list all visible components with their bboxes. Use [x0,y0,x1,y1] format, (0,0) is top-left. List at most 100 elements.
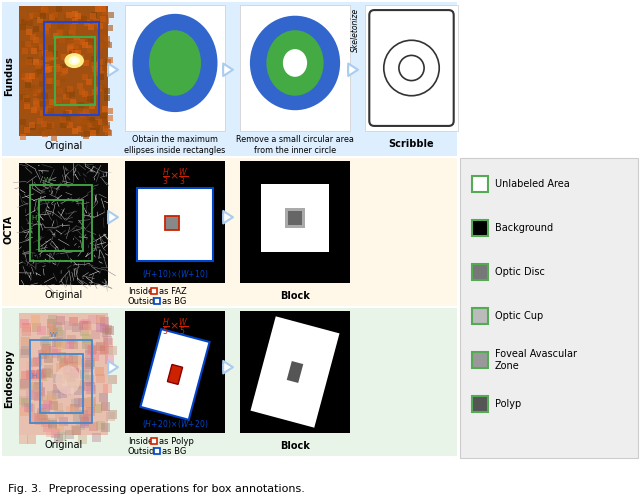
Bar [98,67,104,73]
Text: $(H\!+\!20)\!\times\!(W\!+\!20)$: $(H\!+\!20)\!\times\!(W\!+\!20)$ [141,418,208,430]
Bar [74,386,83,395]
Bar [29,372,38,381]
Bar [63,120,68,126]
Bar [53,14,59,20]
Bar [472,352,488,368]
Bar [86,399,95,408]
Bar [102,117,108,123]
Bar [67,37,73,43]
Bar [92,330,100,339]
Bar [19,163,108,285]
Bar [42,50,47,56]
Bar [74,398,83,407]
Bar [79,410,88,419]
Bar [101,402,110,411]
Bar [59,417,68,426]
Bar [20,119,26,125]
Bar [27,435,36,444]
Bar [77,84,83,90]
Bar [33,88,38,94]
Bar [60,123,66,128]
Bar [36,408,45,417]
Bar [68,363,77,372]
Bar [67,374,76,382]
Bar [240,161,350,283]
Bar [43,400,52,409]
Text: Polyp: Polyp [495,399,521,409]
Bar [125,161,225,283]
Bar [54,80,60,86]
Text: Foveal Avascular
Zone: Foveal Avascular Zone [495,349,577,371]
Bar [69,30,76,36]
Bar [107,108,113,114]
Bar [52,12,58,18]
Bar [38,372,47,381]
Bar [68,354,77,363]
Bar [71,399,80,408]
Bar [20,23,26,29]
Bar [36,370,45,379]
Bar [102,328,111,337]
Bar [20,94,26,100]
Bar [24,98,30,104]
Bar [47,83,52,89]
Bar [88,47,93,53]
Bar [103,325,112,334]
Text: Original: Original [44,290,83,300]
Bar [77,102,83,108]
Bar [65,405,75,414]
Bar [84,398,93,407]
Bar [31,72,37,78]
Bar [47,104,52,110]
Bar [365,5,458,131]
Bar [285,209,305,228]
Text: Optic Disc: Optic Disc [495,267,545,277]
Bar [76,379,85,389]
Bar [56,342,65,351]
Bar [42,418,51,427]
Bar [95,46,102,52]
Bar [65,88,70,94]
Bar [38,200,83,251]
Bar [80,380,89,389]
Bar [22,325,31,334]
Bar [63,386,72,395]
Bar [38,350,47,359]
Bar [103,126,109,132]
Bar [85,375,94,384]
Bar [240,5,350,131]
Text: Fig. 3.  Preprocessing operations for box annotations.: Fig. 3. Preprocessing operations for box… [8,484,305,494]
Bar [49,14,55,20]
Bar [39,37,45,43]
Bar [108,375,117,384]
Bar [20,61,26,67]
Bar [102,66,108,72]
Bar [95,6,101,12]
Bar [31,48,37,54]
Bar [36,388,45,397]
Bar [26,82,31,88]
Bar [165,216,179,230]
Bar [49,418,58,427]
Bar [84,386,93,395]
Bar [33,13,39,19]
Bar [69,317,78,326]
Bar [30,72,36,78]
Bar [86,93,92,99]
Bar [93,70,99,76]
Bar [35,106,40,112]
Bar [31,107,37,113]
Bar [54,337,63,346]
Bar [97,323,106,332]
Bar [81,419,90,428]
Bar [33,12,39,18]
Bar [25,73,31,79]
Bar [24,76,30,82]
Bar [72,426,81,435]
Bar [33,26,40,32]
Bar [125,5,225,131]
Bar [41,404,50,413]
Bar [20,398,29,407]
Bar [49,346,58,355]
Bar [47,391,56,400]
